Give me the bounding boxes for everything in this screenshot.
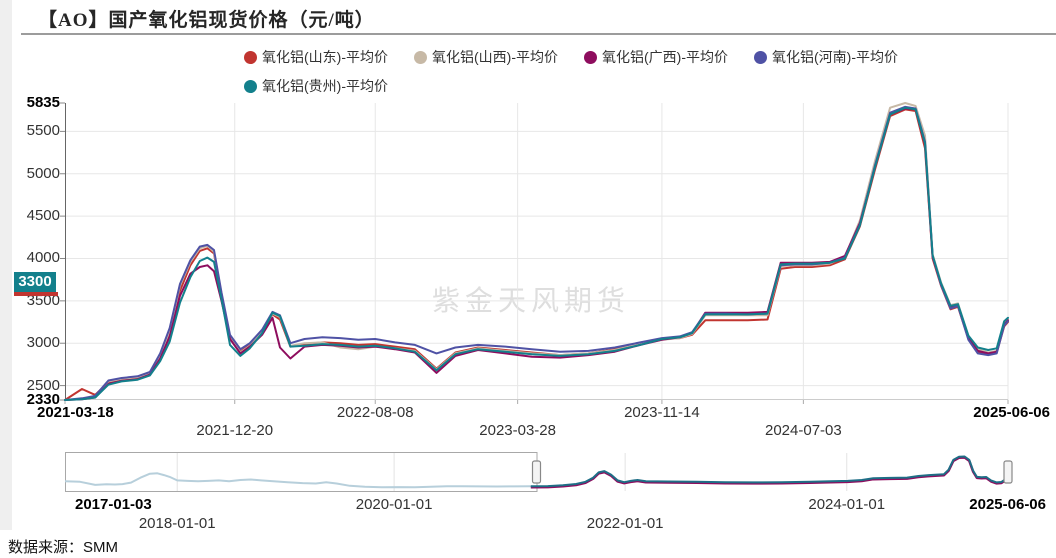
date-range-navigator[interactable]: [64, 452, 1013, 492]
data-source: 数据来源：SMM: [8, 539, 118, 556]
y-axis-label: 5500: [26, 122, 60, 140]
navigator-axis-label: 2017-01-03: [75, 496, 152, 513]
zoom-handle-left[interactable]: [531, 460, 542, 484]
legend-item-3[interactable]: 氧化铝(广西)-平均价: [584, 47, 728, 67]
x-axis-label: 2021-12-20: [196, 422, 274, 439]
y-axis-secondary-badge: [14, 292, 58, 296]
legend-row-1: 氧化铝(山东)-平均价 氧化铝(山西)-平均价 氧化铝(广西)-平均价 氧化铝(河南)…: [244, 49, 898, 65]
legend-label: 氧化铝(山西)-平均价: [432, 49, 558, 65]
legend-label: 氧化铝(山东)-平均价: [262, 49, 388, 65]
legend-swatch-icon: [754, 50, 767, 64]
navigator-series-active: [530, 455, 1009, 488]
left-gutter: [0, 0, 12, 530]
legend-swatch-icon: [244, 79, 257, 93]
legend-item-2[interactable]: 氧化铝(山西)-平均价: [414, 47, 558, 67]
navigator-axis-label: 2020-01-01: [355, 496, 433, 513]
zoom-handle-right[interactable]: [1003, 460, 1013, 484]
legend-label: 氧化铝(河南)-平均价: [772, 49, 898, 65]
y-axis-label: 2500: [26, 376, 60, 394]
y-axis-label: 4500: [26, 207, 60, 225]
legend-swatch-icon: [414, 50, 427, 64]
navigator-axis-label: 2018-01-01: [138, 515, 216, 532]
legend-item-1[interactable]: 氧化铝(山东)-平均价: [244, 47, 388, 67]
y-axis-label: 3500: [26, 291, 60, 309]
x-axis-label: 2025-06-06: [973, 404, 1050, 421]
navigator-axis-label: 2022-01-01: [586, 515, 664, 532]
x-axis-label: 2022-08-08: [336, 404, 414, 421]
x-axis-label: 2023-11-14: [624, 404, 700, 421]
y-axis-label: 3000: [26, 334, 60, 352]
price-line-chart[interactable]: [60, 102, 1009, 404]
series-line-3[interactable]: [64, 107, 1009, 401]
navigator-series-shadow: [64, 472, 531, 489]
page-title: 【AO】国产氧化铝现货价格（元/吨）: [38, 10, 375, 31]
legend-swatch-icon: [584, 50, 597, 64]
x-axis-label: 2021-03-18: [37, 404, 114, 421]
legend-label: 氧化铝(广西)-平均价: [602, 49, 728, 65]
legend-swatch-icon: [244, 50, 257, 64]
y-axis-current-value-badge: 3300: [14, 272, 56, 292]
navigator-axis-label: 2025-06-06: [969, 496, 1046, 513]
x-axis-label: 2024-07-03: [764, 422, 842, 439]
title-divider: [21, 33, 1056, 35]
legend-item-5[interactable]: 氧化铝(贵州)-平均价: [244, 76, 388, 96]
legend-row-2: 氧化铝(贵州)-平均价: [244, 78, 388, 94]
navigator-axis-label: 2024-01-01: [808, 496, 886, 513]
y-axis-label: 5000: [26, 164, 60, 182]
series-line-5[interactable]: [64, 106, 1009, 401]
y-axis-label: 2330: [26, 391, 60, 408]
y-axis-label: 4000: [26, 249, 60, 267]
legend-item-4[interactable]: 氧化铝(河南)-平均价: [754, 47, 898, 67]
y-axis-label: 5835: [26, 94, 60, 111]
legend-label: 氧化铝(贵州)-平均价: [262, 78, 388, 94]
x-axis-label: 2023-03-28: [479, 422, 556, 439]
